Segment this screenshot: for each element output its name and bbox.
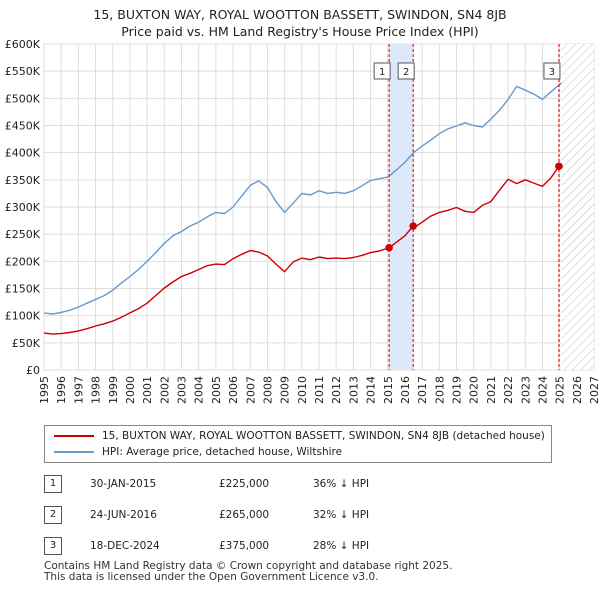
transaction-badge: 1 xyxy=(44,475,62,493)
y-tick-label: £450K xyxy=(5,120,41,133)
transaction-hpi-delta: 28% ↓ HPI xyxy=(313,540,370,552)
x-tick-label: 2026 xyxy=(571,376,584,404)
x-tick-label: 2023 xyxy=(519,376,532,404)
price-chart: £0 £50K £100K £150K £200K £250K £300K £350K £400… xyxy=(5,38,600,404)
x-tick-label: 1995 xyxy=(38,376,51,404)
x-tick-label: 2014 xyxy=(365,376,378,404)
transaction-badge: 2 xyxy=(44,506,62,524)
x-tick-label: 1999 xyxy=(107,376,120,404)
y-tick-label: £400K xyxy=(5,147,41,160)
shaded-region xyxy=(389,44,414,370)
transaction-marker-label: 3 xyxy=(549,67,555,78)
x-tick-label: 2027 xyxy=(588,376,600,404)
chart-title-line2: Price paid vs. HM Land Registry's House … xyxy=(121,24,479,39)
footer-copyright: Contains HM Land Registry data © Crown c… xyxy=(44,560,453,572)
future-hatch xyxy=(561,44,594,370)
legend-label-property: 15, BUXTON WAY, ROYAL WOOTTON BASSETT, S… xyxy=(102,430,545,442)
x-tick-label: 2000 xyxy=(124,376,137,404)
x-tick-label: 2015 xyxy=(382,376,395,404)
transaction-marker-label: 1 xyxy=(379,67,385,78)
y-tick-label: £200K xyxy=(5,255,41,268)
series-line-hpi xyxy=(44,82,562,315)
y-tick-label: £350K xyxy=(5,174,41,187)
x-tick-label: 2003 xyxy=(176,376,189,404)
x-tick-label: 2009 xyxy=(279,376,292,404)
transaction-date: 18-DEC-2024 xyxy=(90,540,160,552)
transaction-date: 24-JUN-2016 xyxy=(90,509,157,521)
footer-notice: Contains HM Land Registry data © Crown c… xyxy=(44,561,452,583)
x-tick-label: 2021 xyxy=(485,376,498,404)
x-tick-label: 2025 xyxy=(554,376,567,404)
x-tick-label: 2016 xyxy=(399,376,412,404)
transaction-price: £375,000 xyxy=(219,540,270,552)
x-tick-label: 1996 xyxy=(55,376,68,404)
x-tick-label: 2017 xyxy=(416,376,429,404)
transaction-price: £225,000 xyxy=(219,478,270,490)
transaction-hpi-delta: 32% ↓ HPI xyxy=(313,509,370,521)
x-tick-label: 2008 xyxy=(261,376,274,404)
legend-swatch-property xyxy=(54,435,94,437)
x-tick-label: 2018 xyxy=(433,376,446,404)
x-tick-label: 2024 xyxy=(536,376,549,404)
transaction-price: £265,000 xyxy=(219,509,270,521)
x-tick-label: 1997 xyxy=(72,376,85,404)
legend: 15, BUXTON WAY, ROYAL WOOTTON BASSETT, S… xyxy=(44,425,552,463)
y-tick-label: £250K xyxy=(5,228,41,241)
transaction-point xyxy=(385,243,393,252)
y-tick-label: £600K xyxy=(5,38,41,51)
x-tick-label: 2022 xyxy=(502,376,515,404)
legend-label-hpi: HPI: Average price, detached house, Wilt… xyxy=(102,446,343,458)
x-tick-label: 2013 xyxy=(347,376,360,404)
x-tick-label: 2019 xyxy=(451,376,464,404)
x-tick-label: 2012 xyxy=(330,376,343,404)
x-tick-label: 2007 xyxy=(244,376,257,404)
series-line-property xyxy=(44,164,562,335)
transaction-point xyxy=(409,222,417,230)
chart-title: 15, BUXTON WAY, ROYAL WOOTTON BASSETT, S… xyxy=(0,6,600,40)
x-tick-label: 2020 xyxy=(468,376,481,404)
x-tick-label: 2011 xyxy=(313,376,326,404)
y-tick-label: £500K xyxy=(5,92,41,105)
x-tick-label: 2005 xyxy=(210,376,223,404)
footer-license: This data is licensed under the Open Gov… xyxy=(44,571,379,583)
transaction-hpi-delta: 36% ↓ HPI xyxy=(313,478,370,490)
transaction-date: 30-JAN-2015 xyxy=(90,478,157,490)
y-tick-label: £100K xyxy=(5,310,41,323)
y-tick-label: £550K xyxy=(5,65,41,78)
x-tick-label: 2010 xyxy=(296,376,309,404)
transaction-marker-box xyxy=(373,62,391,80)
x-tick-label: 2002 xyxy=(158,376,171,404)
y-tick-label: £50K xyxy=(12,337,41,350)
y-tick-label: £150K xyxy=(5,283,41,296)
chart-title-line1: 15, BUXTON WAY, ROYAL WOOTTON BASSETT, S… xyxy=(93,7,507,22)
y-tick-label: £300K xyxy=(5,201,41,214)
transaction-badge: 3 xyxy=(44,537,62,555)
transaction-marker-label: 2 xyxy=(403,67,409,78)
transaction-point xyxy=(555,162,563,171)
transaction-marker-box xyxy=(397,62,415,80)
y-tick-label: £0 xyxy=(26,364,40,377)
x-tick-label: 2004 xyxy=(193,376,206,404)
transaction-marker-box xyxy=(543,62,561,80)
x-tick-label: 2006 xyxy=(227,376,240,404)
x-tick-label: 2001 xyxy=(141,376,154,404)
x-tick-label: 1998 xyxy=(90,376,103,404)
legend-swatch-hpi xyxy=(54,451,94,453)
